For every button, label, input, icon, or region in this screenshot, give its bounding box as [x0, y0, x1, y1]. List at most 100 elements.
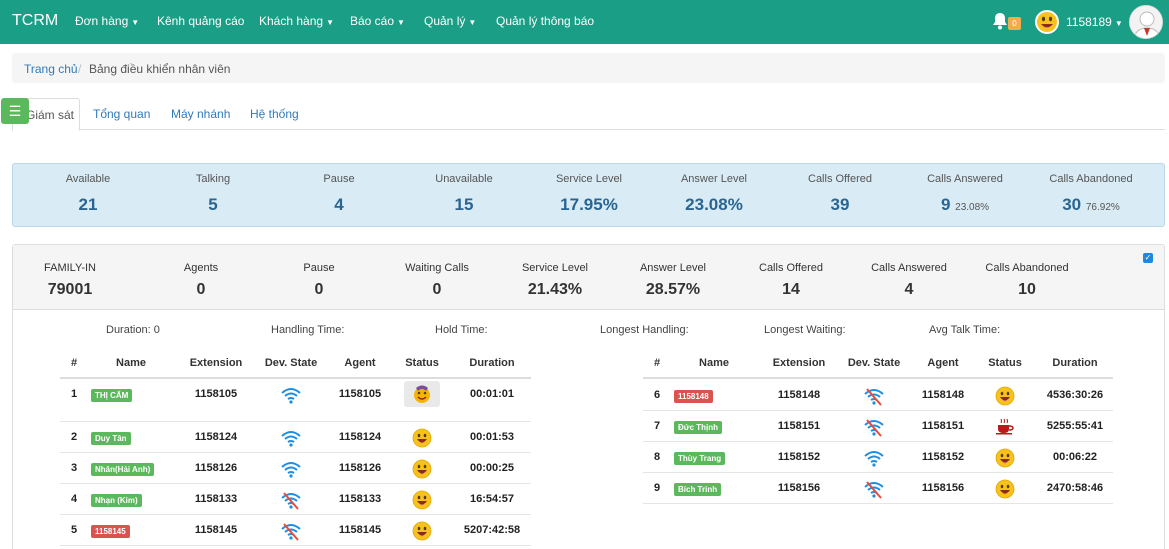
- smiley-icon: [412, 521, 432, 544]
- col-agent-header[interactable]: Agent: [927, 357, 959, 369]
- smiley-icon: [412, 490, 432, 513]
- row-number: 8: [653, 451, 661, 463]
- user-menu[interactable]: 1158189 ▼: [1066, 15, 1123, 29]
- chevron-down-icon: ▼: [131, 18, 140, 27]
- breadcrumb-separator: /: [78, 62, 82, 76]
- coffee-icon: [995, 417, 1015, 438]
- col-number-header[interactable]: #: [70, 357, 78, 369]
- wifi-off-icon: [281, 521, 301, 544]
- tab-extensions[interactable]: Máy nhánh: [171, 107, 231, 121]
- row-number: 2: [70, 431, 78, 443]
- col-agent-header[interactable]: Agent: [344, 357, 376, 369]
- col-name-header[interactable]: Name: [699, 357, 729, 369]
- table-row[interactable]: 3 Nhân(Hải Anh) 1158126 1158126 00:00:25: [60, 453, 531, 484]
- queue-checkbox[interactable]: ✓: [1143, 253, 1153, 263]
- tab-overview[interactable]: Tổng quan: [93, 107, 151, 121]
- table-row[interactable]: 4 Nhạn (Kim) 1158133 1158133 16:54:57: [60, 484, 531, 515]
- metric-handling-time: Handling Time:: [271, 324, 345, 336]
- agent-name-badge[interactable]: 1158145: [91, 525, 130, 538]
- smiley-icon: [995, 479, 1015, 502]
- agent-cell: 1158156: [921, 482, 965, 494]
- user-emoji-icon[interactable]: [1034, 9, 1060, 35]
- table-header: # Name Extension Dev. State Agent Status Durat…: [643, 351, 1113, 379]
- wifi-off-icon: [281, 490, 301, 513]
- agents-table-right: # Name Extension Dev. State Agent Status Durat…: [643, 351, 1113, 505]
- agent-name-badge[interactable]: Duy Tân: [91, 432, 131, 445]
- col-duration-header[interactable]: Duration: [1052, 357, 1098, 369]
- agent-cell: 1158126: [338, 462, 382, 474]
- extension-cell: 1158105: [194, 388, 238, 400]
- table-row[interactable]: 2 Duy Tân 1158124 1158124 00:01:53: [60, 422, 531, 453]
- col-extension-header[interactable]: Extension: [189, 357, 243, 369]
- agent-name-badge[interactable]: Nhạn (Kim): [91, 494, 142, 507]
- smiley-icon: [412, 459, 432, 482]
- menu-icon: ☰: [8, 103, 22, 119]
- chevron-down-icon: ▼: [1114, 19, 1123, 28]
- nav-orders[interactable]: Đơn hàng ▼: [75, 14, 140, 28]
- agents-table-left: # Name Extension Dev. State Agent Status Durat…: [60, 351, 531, 549]
- nav-management[interactable]: Quản lý ▼: [424, 14, 477, 28]
- duration-cell: 00:00:25: [469, 462, 515, 474]
- wifi-off-icon: [864, 417, 884, 440]
- agent-cell: 1158148: [921, 389, 965, 401]
- wifi-off-icon: [864, 479, 884, 502]
- tab-bar: Giám sát Tổng quan Máy nhánh Hệ thống: [12, 98, 1165, 131]
- wifi-icon: [281, 385, 301, 408]
- agent-cell: 1158151: [921, 420, 965, 432]
- nav-reports[interactable]: Báo cáo ▼: [350, 14, 405, 28]
- agent-cell: 1158145: [338, 524, 382, 536]
- nav-customers[interactable]: Khách hàng ▼: [259, 14, 334, 28]
- table-row[interactable]: 5 1158145 1158145 1158145 5207:42:58: [60, 515, 531, 546]
- agent-name-badge[interactable]: 1158148: [674, 390, 713, 403]
- duration-cell: 16:54:57: [469, 493, 515, 505]
- smiley-icon: [995, 448, 1015, 471]
- table-row[interactable]: 1 THỊ CẨM 1158105 1158105 00:01:01: [60, 380, 531, 422]
- col-dev-state-header[interactable]: Dev. State: [264, 357, 318, 369]
- col-name-header[interactable]: Name: [116, 357, 146, 369]
- brand-logo[interactable]: TCRM: [12, 12, 59, 29]
- extension-cell: 1158148: [777, 389, 821, 401]
- menu-toggle-button[interactable]: ☰: [1, 98, 29, 124]
- row-number: 5: [70, 524, 78, 536]
- duration-cell: 5255:55:41: [1046, 420, 1104, 432]
- row-number: 4: [70, 493, 78, 505]
- duration-cell: 5207:42:58: [463, 524, 521, 536]
- nav-ad-channels[interactable]: Kênh quảng cáo: [157, 14, 245, 28]
- row-number: 1: [70, 388, 78, 400]
- table-row[interactable]: 8 Thùy Trang 1158152 1158152 00:06:22: [643, 442, 1113, 473]
- queue-stats-header: FAMILY-IN 79001 Agents 0 Pause 0 Waiting Ca…: [13, 245, 1164, 310]
- agent-cell: 1158152: [921, 451, 965, 463]
- tab-system[interactable]: Hệ thống: [250, 107, 299, 121]
- extension-cell: 1158124: [194, 431, 238, 443]
- row-number: 3: [70, 462, 78, 474]
- agent-name-badge[interactable]: Đức Thịnh: [674, 421, 723, 434]
- agent-name-badge[interactable]: Nhân(Hải Anh): [91, 463, 155, 476]
- wifi-off-icon: [864, 386, 884, 409]
- agent-cell: 1158124: [338, 431, 382, 443]
- col-status-header[interactable]: Status: [405, 357, 439, 369]
- metric-duration: Duration: 0: [106, 324, 160, 336]
- avatar[interactable]: [1129, 5, 1163, 39]
- table-header: # Name Extension Dev. State Agent Status Durat…: [60, 351, 531, 379]
- col-duration-header[interactable]: Duration: [469, 357, 515, 369]
- table-row[interactable]: 6 1158148 1158148 1158148 4536:30:26: [643, 380, 1113, 411]
- col-extension-header[interactable]: Extension: [772, 357, 826, 369]
- col-number-header[interactable]: #: [653, 357, 661, 369]
- agent-name-badge[interactable]: Thùy Trang: [674, 452, 726, 465]
- col-dev-state-header[interactable]: Dev. State: [847, 357, 901, 369]
- col-status-header[interactable]: Status: [988, 357, 1022, 369]
- bell-icon[interactable]: [992, 12, 1016, 32]
- table-row[interactable]: 9 Bích Trinh 1158156 1158156 2470:58:46: [643, 473, 1113, 504]
- smiley-icon: [412, 428, 432, 451]
- agent-name-badge[interactable]: THỊ CẨM: [91, 389, 133, 402]
- metric-avg-talk-time: Avg Talk Time:: [929, 324, 1001, 336]
- extension-cell: 1158156: [777, 482, 821, 494]
- breadcrumb-current: Bảng điều khiển nhân viên: [89, 62, 231, 76]
- chevron-down-icon: ▼: [326, 18, 334, 27]
- duration-cell: 00:01:53: [469, 431, 515, 443]
- agent-name-badge[interactable]: Bích Trinh: [674, 483, 722, 496]
- nav-notification-management[interactable]: Quản lý thông báo: [496, 14, 595, 28]
- breadcrumb-home-link[interactable]: Trang chủ: [24, 62, 78, 76]
- table-row[interactable]: 7 Đức Thịnh 1158151 1158151 5255:55:41: [643, 411, 1113, 442]
- chevron-down-icon: ▼: [397, 18, 405, 27]
